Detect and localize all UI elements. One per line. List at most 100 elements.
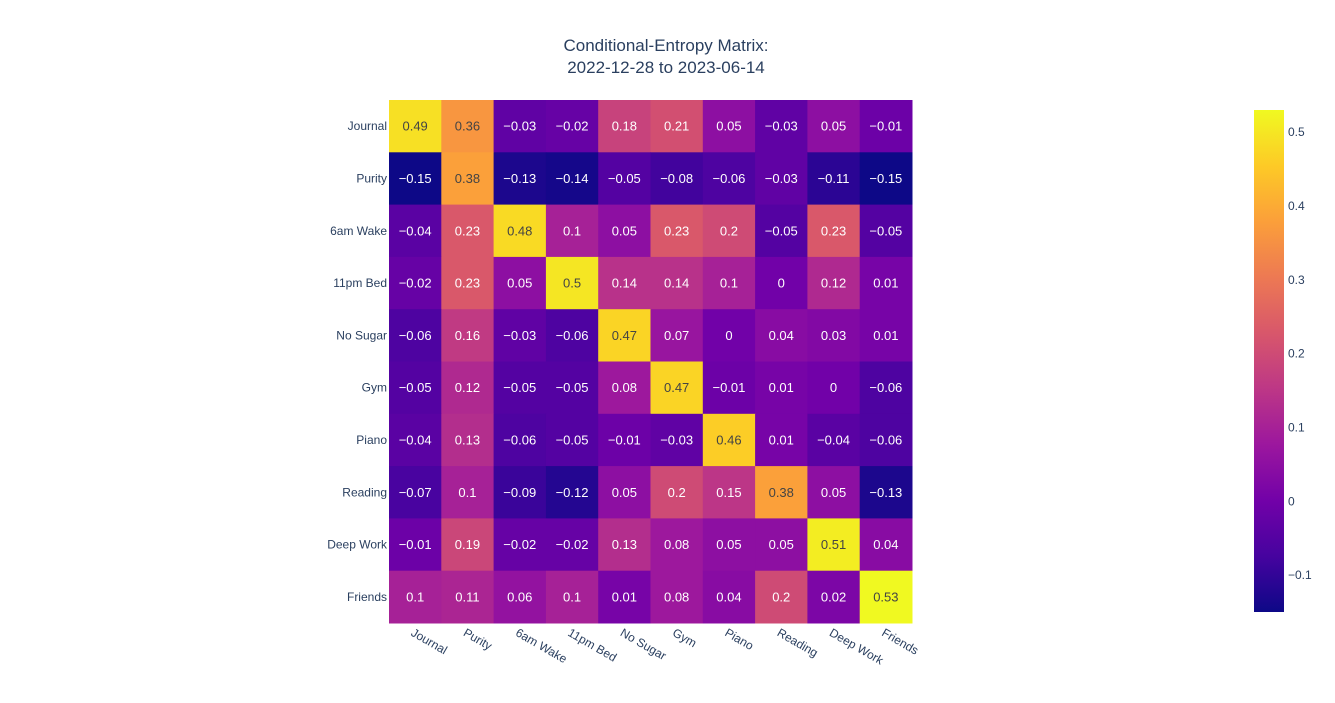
x-tick-label: Purity bbox=[461, 625, 495, 652]
cell-data-label: 0.46 bbox=[716, 432, 741, 447]
heatmap-cell bbox=[598, 100, 651, 153]
cell-data-label: 0.14 bbox=[612, 276, 637, 291]
y-tick-label: Piano bbox=[356, 433, 387, 447]
x-tick-label: No Sugar bbox=[618, 625, 669, 662]
cell-data-label: −0.04 bbox=[399, 432, 432, 447]
heatmap-cell bbox=[755, 361, 808, 415]
heatmap-cell bbox=[807, 466, 861, 519]
heatmap-cell bbox=[389, 152, 442, 206]
heatmap-cell bbox=[755, 413, 808, 467]
heatmap-cell bbox=[755, 256, 808, 310]
heatmap-cell bbox=[650, 413, 704, 467]
colorbar-tick-label: 0.1 bbox=[1288, 420, 1305, 434]
heatmap-cell bbox=[859, 204, 913, 258]
heatmap-cell bbox=[807, 570, 861, 624]
x-tick-label: Deep Work bbox=[827, 625, 887, 668]
cell-data-label: −0.02 bbox=[556, 119, 589, 134]
heatmap-cell bbox=[545, 204, 599, 258]
x-tick-label: Piano bbox=[722, 625, 756, 653]
heatmap-cell bbox=[650, 309, 704, 362]
chart-title-line-1: Conditional-Entropy Matrix: bbox=[563, 36, 768, 55]
cell-data-label: 0.05 bbox=[716, 537, 741, 552]
heatmap-cell bbox=[598, 204, 651, 258]
cell-data-label: 0.16 bbox=[455, 328, 480, 343]
cell-data-label: 0.05 bbox=[507, 276, 532, 291]
cell-data-label: −0.03 bbox=[503, 119, 536, 134]
heatmap-cell bbox=[650, 570, 704, 624]
heatmap-cell bbox=[702, 413, 756, 467]
heatmap-cell bbox=[598, 518, 651, 572]
cell-data-label: −0.03 bbox=[660, 432, 693, 447]
heatmap-cell bbox=[598, 152, 651, 206]
colorbar-tick-label: 0.4 bbox=[1288, 199, 1305, 213]
y-tick-label: Journal bbox=[348, 119, 387, 133]
cell-data-label: 0.21 bbox=[664, 119, 689, 134]
chart-title: Conditional-Entropy Matrix: 2022-12-28 t… bbox=[563, 36, 768, 77]
cell-data-label: 0.2 bbox=[668, 485, 686, 500]
heatmap-cell bbox=[702, 570, 756, 624]
heatmap-cell bbox=[545, 413, 599, 467]
cell-data-label: 0.2 bbox=[772, 589, 790, 604]
heatmap-cell bbox=[493, 361, 547, 415]
cell-data-label: 0.51 bbox=[821, 537, 846, 552]
x-tick-label: Journal bbox=[409, 625, 450, 657]
x-tick-label: 11pm Bed bbox=[566, 625, 620, 664]
cell-data-label: 0.23 bbox=[455, 276, 480, 291]
heatmap-cell bbox=[859, 570, 913, 624]
y-tick-label: 6am Wake bbox=[330, 224, 387, 238]
cell-data-label: −0.02 bbox=[399, 276, 432, 291]
cell-data-label: −0.03 bbox=[765, 171, 798, 186]
heatmap-cell bbox=[545, 466, 599, 519]
heatmap-cell bbox=[598, 256, 651, 310]
cell-data-label: −0.01 bbox=[712, 380, 745, 395]
heatmap-cell bbox=[545, 570, 599, 624]
cell-data-label: 0.05 bbox=[716, 119, 741, 134]
colorbar-tick-label: 0 bbox=[1288, 494, 1295, 508]
cell-data-label: 0.48 bbox=[507, 223, 532, 238]
heatmap-cell bbox=[807, 256, 861, 310]
heatmap-cell bbox=[755, 204, 808, 258]
cell-data-label: 0.1 bbox=[563, 589, 581, 604]
heatmap-cell bbox=[545, 152, 599, 206]
cell-data-label: −0.08 bbox=[660, 171, 693, 186]
y-tick-label: Reading bbox=[342, 485, 387, 499]
heatmap-cell bbox=[441, 413, 495, 467]
heatmap-cell bbox=[702, 100, 756, 153]
heatmap-cell bbox=[441, 466, 495, 519]
heatmap-cell bbox=[493, 309, 547, 362]
heatmap-cell bbox=[755, 309, 808, 362]
heatmap-cell bbox=[859, 152, 913, 206]
y-tick-label: Friends bbox=[347, 590, 387, 604]
heatmap-cell bbox=[389, 518, 442, 572]
cell-data-label: 0.04 bbox=[873, 537, 898, 552]
cell-data-label: −0.05 bbox=[556, 380, 589, 395]
cell-data-label: 0.47 bbox=[612, 328, 637, 343]
cell-data-label: 0.12 bbox=[821, 276, 846, 291]
heatmap-cell bbox=[493, 570, 547, 624]
heatmap-cell bbox=[702, 518, 756, 572]
cell-data-label: 0.1 bbox=[458, 485, 476, 500]
x-tick-label: Reading bbox=[775, 625, 821, 659]
cell-data-label: 0.01 bbox=[769, 432, 794, 447]
heatmap-cell bbox=[441, 361, 495, 415]
cell-data-label: −0.03 bbox=[503, 328, 536, 343]
cell-data-label: 0.14 bbox=[664, 276, 689, 291]
cell-data-label: 0.23 bbox=[821, 223, 846, 238]
cell-data-label: −0.12 bbox=[556, 485, 589, 500]
heatmap-cell bbox=[389, 256, 442, 310]
cell-data-label: 0.01 bbox=[873, 328, 898, 343]
cell-data-label: 0.53 bbox=[873, 589, 898, 604]
chart-title-line-2: 2022-12-28 to 2023-06-14 bbox=[567, 58, 765, 77]
heatmap-cell bbox=[493, 152, 547, 206]
heatmap-cell bbox=[441, 152, 495, 206]
heatmap-cell bbox=[441, 518, 495, 572]
heatmap-cell bbox=[807, 518, 861, 572]
cell-data-label: −0.02 bbox=[556, 537, 589, 552]
cell-data-label: 0.08 bbox=[612, 380, 637, 395]
cell-data-label: 0.05 bbox=[769, 537, 794, 552]
heatmap-cell bbox=[650, 518, 704, 572]
colorbar: −0.1 0 0.1 0.2 0.3 0.4 0.5 bbox=[1254, 110, 1312, 612]
cell-data-label: 0.05 bbox=[612, 485, 637, 500]
cell-data-label: −0.04 bbox=[399, 223, 432, 238]
heatmap-cell bbox=[441, 570, 495, 624]
